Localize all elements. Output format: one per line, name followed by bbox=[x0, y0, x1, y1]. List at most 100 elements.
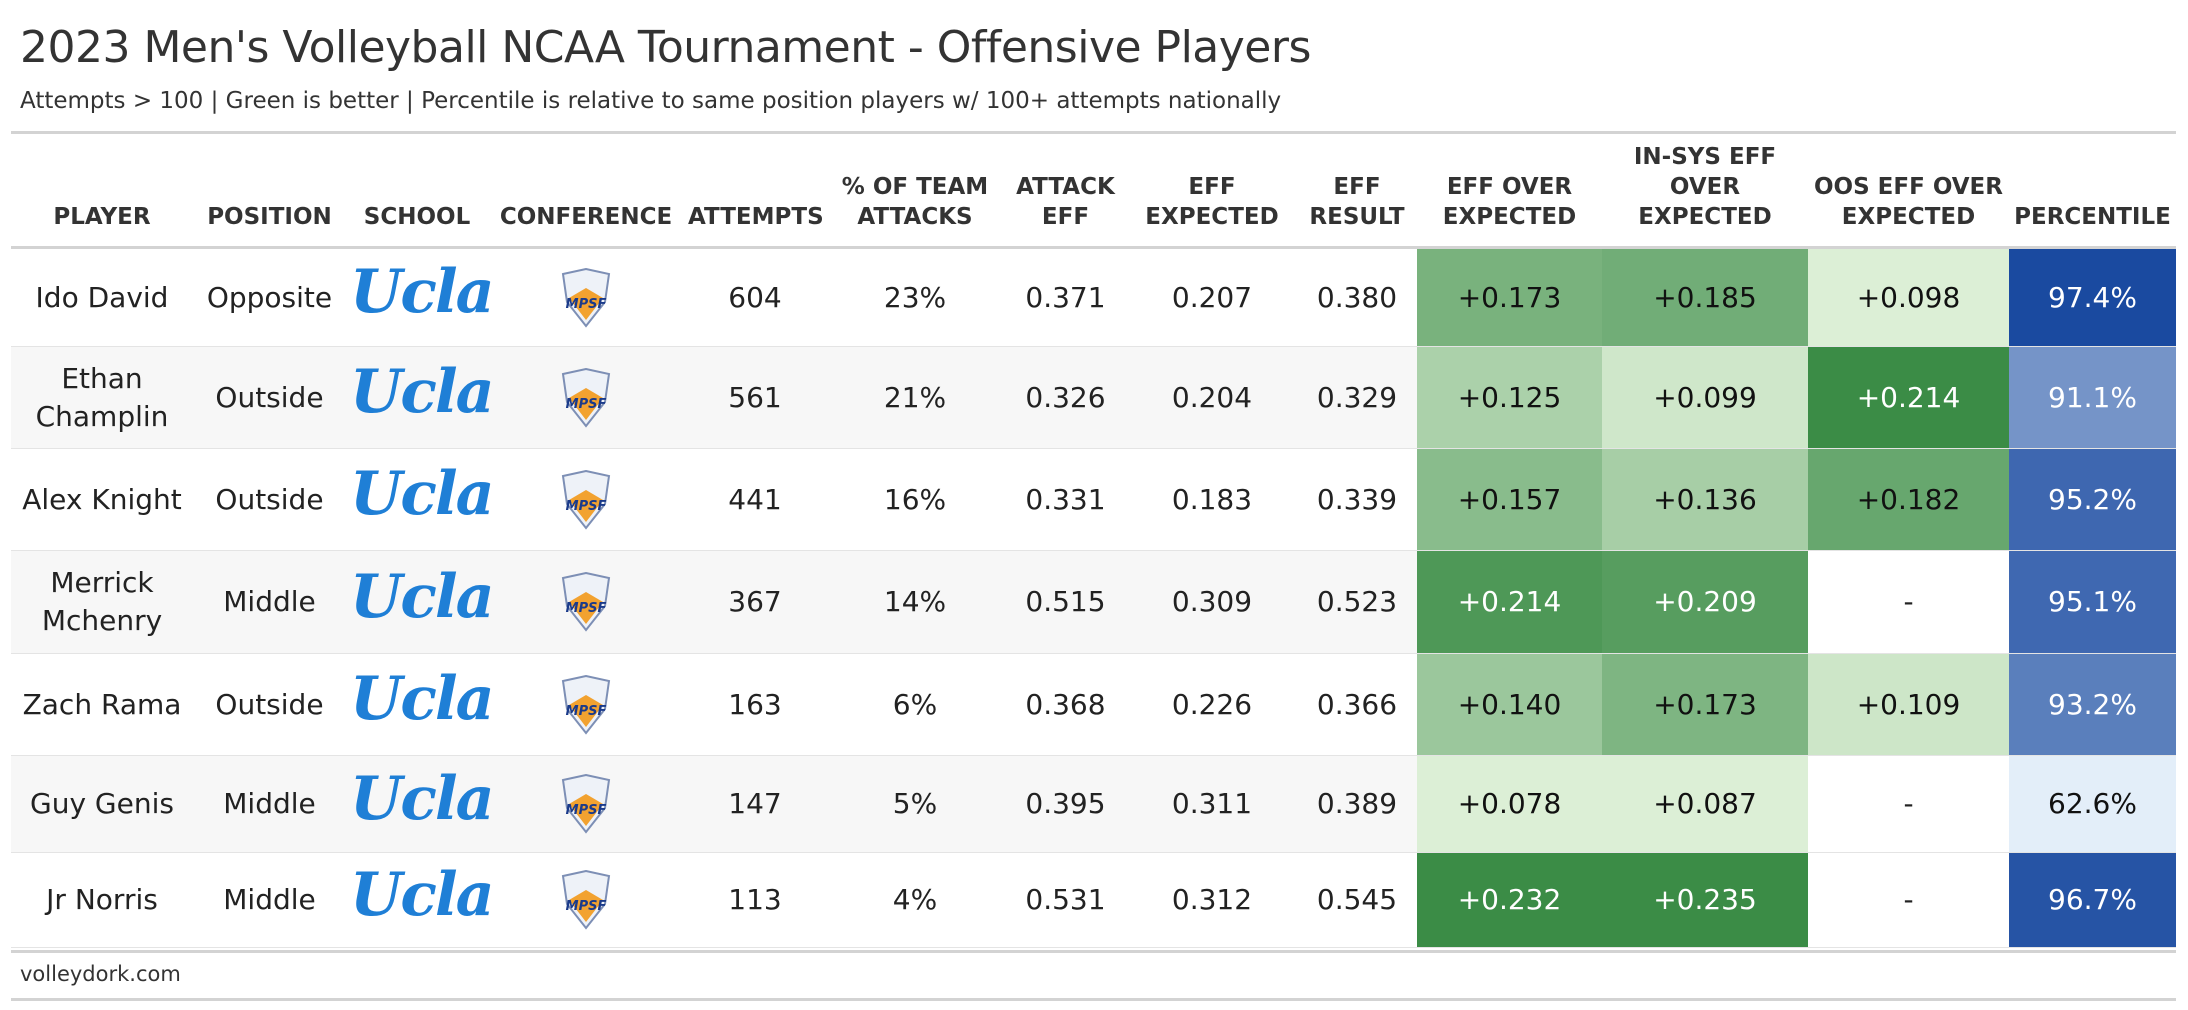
table-cell: Middle bbox=[193, 755, 346, 853]
table-cell: 0.523 bbox=[1297, 550, 1417, 654]
table-cell: 0.531 bbox=[1004, 852, 1127, 948]
table-cell: 14% bbox=[826, 550, 1004, 654]
column-header: PLAYER bbox=[11, 134, 193, 249]
table-cell: Ucla bbox=[346, 852, 495, 948]
conference-logo: MPSF bbox=[559, 870, 613, 930]
table: PLAYER POSITION SCHOOL CONFERENCE ATTEMPTS% … bbox=[11, 134, 2176, 948]
table-cell: Merrick Mchenry bbox=[11, 550, 193, 654]
column-header: PERCENTILE bbox=[2009, 134, 2176, 249]
subtitle: Attempts > 100 | Green is better | Perce… bbox=[20, 88, 1282, 114]
table-cell: - bbox=[1808, 755, 2009, 853]
title: 2023 Men's Volleyball NCAA Tournament - … bbox=[20, 22, 1311, 73]
column-header: ATTACK EFF bbox=[1004, 134, 1127, 249]
table-cell: Outside bbox=[193, 448, 346, 551]
table-cell: 21% bbox=[826, 346, 1004, 449]
table-cell: Guy Genis bbox=[11, 755, 193, 853]
table-cell: +0.087 bbox=[1602, 755, 1808, 853]
table-cell: +0.214 bbox=[1417, 550, 1602, 654]
table-cell: 0.395 bbox=[1004, 755, 1127, 853]
table-cell: - bbox=[1808, 550, 2009, 654]
table-cell: +0.109 bbox=[1808, 653, 2009, 756]
source: volleydork.com bbox=[20, 962, 181, 986]
column-header: EFF OVER EXPECTED bbox=[1417, 134, 1602, 249]
table-cell: Ido David bbox=[11, 247, 193, 347]
table-cell: +0.235 bbox=[1602, 852, 1808, 948]
table-cell: +0.209 bbox=[1602, 550, 1808, 654]
table-cell: 16% bbox=[826, 448, 1004, 551]
school-logo: Ucla bbox=[350, 357, 495, 427]
table-row: Jr Norris Middle Ucla MPSF 113 4% 0.531 0.312 0.… bbox=[11, 852, 2176, 948]
table-row: Merrick Mchenry Middle Ucla MPSF 367 14% 0.515… bbox=[11, 550, 2176, 654]
table-cell: MPSF bbox=[488, 247, 684, 347]
table-cell: 0.207 bbox=[1127, 247, 1297, 347]
table-cell: +0.214 bbox=[1808, 346, 2009, 449]
table-cell: 113 bbox=[684, 852, 826, 948]
conference-name: MPSF bbox=[565, 498, 607, 514]
table-cell: +0.098 bbox=[1808, 247, 2009, 347]
table-cell: Ucla bbox=[346, 755, 495, 853]
table-cell: 147 bbox=[684, 755, 826, 853]
table-cell: Middle bbox=[193, 852, 346, 948]
table-cell: 23% bbox=[826, 247, 1004, 347]
school-logo: Ucla bbox=[350, 859, 495, 930]
table-cell: +0.157 bbox=[1417, 448, 1602, 551]
table-cell: 0.545 bbox=[1297, 852, 1417, 948]
table-cell: Jr Norris bbox=[11, 852, 193, 948]
column-header: EFF EXPECTED bbox=[1127, 134, 1297, 249]
table-row: Ethan Champlin Outside Ucla MPSF 561 21% 0.326… bbox=[11, 346, 2176, 449]
table-cell: 5% bbox=[826, 755, 1004, 853]
table-cell: +0.078 bbox=[1417, 755, 1602, 853]
table-cell: MPSF bbox=[488, 755, 684, 853]
table-cell: MPSF bbox=[488, 346, 684, 449]
header-row: PLAYER POSITION SCHOOL CONFERENCE ATTEMPTS% … bbox=[11, 134, 2176, 249]
column-header: CONFERENCE bbox=[488, 134, 684, 249]
table-cell: 0.329 bbox=[1297, 346, 1417, 449]
table-cell: MPSF bbox=[488, 653, 684, 756]
table-cell: 0.339 bbox=[1297, 448, 1417, 551]
table-cell: +0.099 bbox=[1602, 346, 1808, 449]
school-logo: Ucla bbox=[350, 561, 495, 632]
table-cell: MPSF bbox=[488, 550, 684, 654]
table-cell: Outside bbox=[193, 346, 346, 449]
school-logo: Ucla bbox=[350, 664, 495, 734]
conference-logo: MPSF bbox=[559, 367, 613, 428]
table-cell: +0.140 bbox=[1417, 653, 1602, 756]
table-cell: Alex Knight bbox=[11, 448, 193, 551]
column-header: ATTEMPTS bbox=[684, 134, 826, 249]
column-header: EFF RESULT bbox=[1297, 134, 1417, 249]
school-logo: Ucla bbox=[350, 459, 495, 529]
table-cell: 97.4% bbox=[2009, 247, 2176, 347]
table-cell: Ucla bbox=[346, 247, 495, 347]
table-body: Ido David Opposite Ucla MPSF 604 23% 0.371 0.20… bbox=[11, 247, 2176, 948]
table-cell: 441 bbox=[684, 448, 826, 551]
table-cell: 0.389 bbox=[1297, 755, 1417, 853]
conference-logo: MPSF bbox=[559, 674, 613, 735]
table-row: Ido David Opposite Ucla MPSF 604 23% 0.371 0.20… bbox=[11, 247, 2176, 347]
table-cell: MPSF bbox=[488, 448, 684, 551]
table-cell: 0.226 bbox=[1127, 653, 1297, 756]
table-cell: MPSF bbox=[488, 852, 684, 948]
table-cell: Zach Rama bbox=[11, 653, 193, 756]
table-cell: Ethan Champlin bbox=[11, 346, 193, 449]
table-cell: 0.204 bbox=[1127, 346, 1297, 449]
column-header: % OF TEAM ATTACKS bbox=[826, 134, 1004, 249]
table-cell: Ucla bbox=[346, 550, 495, 654]
rule bbox=[11, 131, 2176, 134]
table-cell: +0.173 bbox=[1417, 247, 1602, 347]
column-header: IN-SYS EFF OVER EXPECTED bbox=[1602, 134, 1808, 249]
rule bbox=[11, 950, 2176, 953]
table-cell: 0.183 bbox=[1127, 448, 1297, 551]
column-header: POSITION bbox=[193, 134, 346, 249]
table-row: Alex Knight Outside Ucla MPSF 441 16% 0.331 0.1… bbox=[11, 448, 2176, 551]
table-cell: Middle bbox=[193, 550, 346, 654]
table-cell: 0.311 bbox=[1127, 755, 1297, 853]
school-logo: Ucla bbox=[350, 763, 495, 834]
table-cell: +0.185 bbox=[1602, 247, 1808, 347]
conference-name: MPSF bbox=[565, 296, 607, 312]
table-cell: 0.309 bbox=[1127, 550, 1297, 654]
conference-logo: MPSF bbox=[559, 572, 613, 632]
table-cell: 6% bbox=[826, 653, 1004, 756]
table-cell: 367 bbox=[684, 550, 826, 654]
conference-name: MPSF bbox=[565, 803, 607, 818]
